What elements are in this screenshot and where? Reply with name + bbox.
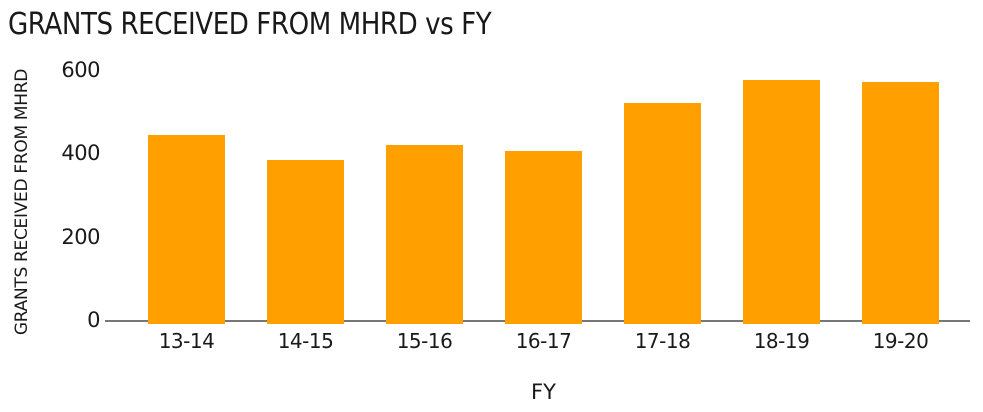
bar <box>743 80 820 324</box>
plot-area <box>127 72 960 324</box>
bar-slot <box>365 72 484 324</box>
x-axis-tick-label: 15-16 <box>396 329 453 353</box>
chart-title: GRANTS RECEIVED FROM MHRD vs FY <box>8 7 492 42</box>
x-axis-tick-label: 17-18 <box>634 329 691 353</box>
y-axis-tick-label: 400 <box>61 141 100 166</box>
x-axis-tick-labels: 13-14 14-15 15-16 16-17 17-18 18-19 19-20 <box>127 329 960 353</box>
x-axis-tick-label: 14-15 <box>277 329 334 353</box>
x-axis-title: FY <box>531 380 556 404</box>
bar-slot <box>603 72 722 324</box>
x-axis-tick-label: 16-17 <box>515 329 572 353</box>
y-axis-tick-label: 0 <box>87 308 100 332</box>
y-axis-tick-label: 600 <box>61 58 100 82</box>
bar-slot <box>484 72 603 324</box>
bar <box>267 159 344 324</box>
x-axis-tick-label: 13-14 <box>158 329 215 353</box>
bar <box>862 82 939 324</box>
bar <box>386 144 463 324</box>
bar-slot <box>246 72 365 324</box>
bar <box>148 134 225 324</box>
bar-slot <box>127 72 246 324</box>
x-axis-tick-label: 18-19 <box>753 329 810 353</box>
y-axis-tick-label: 200 <box>61 224 100 249</box>
bar-slot <box>722 72 841 324</box>
bar <box>624 103 701 324</box>
x-axis-tick-label: 19-20 <box>872 329 929 353</box>
bar-slot <box>841 72 960 324</box>
bar <box>505 151 582 324</box>
y-axis-tick-labels: 0 200 400 600 <box>0 0 100 412</box>
